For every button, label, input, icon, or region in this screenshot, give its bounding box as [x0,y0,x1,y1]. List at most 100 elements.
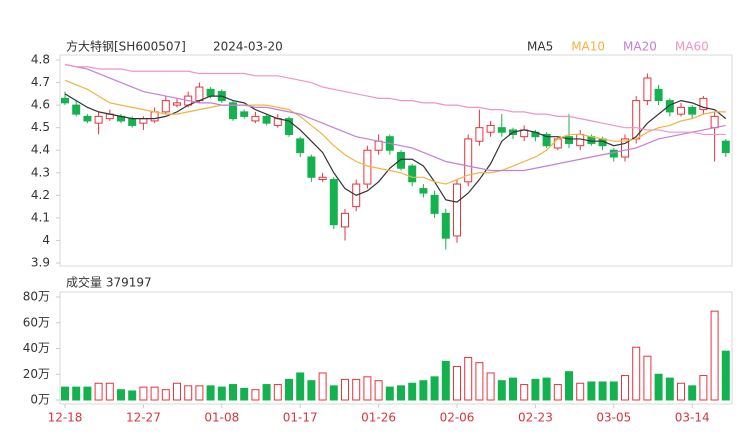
candle-body [721,140,730,153]
candle-body [307,156,316,178]
y-tick-label: 4.1 [31,210,50,224]
y-tick-label: 4.7 [31,75,50,89]
candle-body [553,138,562,149]
volume-title: 成交量 379197 [66,275,152,290]
candle-body [475,127,484,142]
candle-body [453,183,461,237]
legend-entry: MA5 [527,40,553,54]
volume-bar [240,387,249,401]
volume-bar [509,377,517,401]
candle-body [341,212,349,228]
candle-body [643,77,652,102]
volume-bar [352,378,361,401]
candle-body [621,138,629,158]
y-tick-label: 20万 [23,367,50,381]
volume-bar [206,385,215,401]
candle-body [397,151,405,169]
volume-bar [699,375,708,401]
volume-bar [587,381,596,401]
legend-entry: MA60 [675,40,709,54]
x-tick-label: 01-08 [204,411,239,425]
legend-entry: MA20 [623,40,657,54]
y-tick-label: 4 [42,233,50,247]
volume-bar [688,385,697,401]
volume-frame [59,291,733,405]
ma-line [64,63,726,136]
ma-line [64,79,726,185]
volume-bar [553,384,562,401]
volume-bar [385,386,394,401]
candle-body [195,86,204,102]
y-tick-label: 4.8 [31,53,50,67]
volume-bar [721,350,730,401]
x-tick-label: 01-26 [361,411,396,425]
candle-body [699,97,708,111]
volume-bar [229,384,237,401]
candle-body [542,133,551,147]
volume-bar [475,362,484,401]
volume-bar [363,376,372,401]
y-tick-label: 4.3 [31,165,50,179]
volume-bar [251,389,260,401]
candle-body [710,115,719,129]
y-tick-label: 80万 [23,290,50,304]
volume-bar [677,382,685,401]
candle-body [576,133,585,147]
volume-bar [497,380,506,401]
x-tick-label: 01-17 [283,411,318,425]
volume-bar [217,386,226,401]
y-tick-label: 3.9 [31,256,50,270]
volume-bar [397,385,405,401]
price-frame [59,54,733,267]
volume-bar [598,381,607,401]
candle-body [161,100,170,113]
volume-bar [486,372,495,401]
candle-body [329,179,338,226]
candle-body [72,104,81,115]
candle-body [609,149,618,158]
ma-line [64,63,726,172]
candle-body [128,118,137,126]
chart-date: 2024-03-20 [213,40,283,54]
candle-body [419,188,428,194]
x-tick-label: 02-23 [518,411,553,425]
candle-body [240,111,249,117]
candle-body [408,165,417,183]
candle-body [262,115,271,124]
volume-bar [72,386,81,401]
candle-body [688,106,697,115]
candle-body [374,140,383,151]
candle-body [229,102,237,120]
candle-body [150,111,159,122]
candle-body [441,212,450,239]
candle-body [61,97,69,104]
chart-title: 方大特钢[SH600507] [66,39,186,54]
candle-body [430,194,439,214]
volume-bar [419,380,428,401]
candle-body [497,127,506,133]
volume-bar [374,380,383,401]
volume-bar [161,389,170,401]
volume-bar [318,372,327,401]
x-tick-label: 03-14 [675,411,710,425]
x-tick-label: 12-27 [126,411,161,425]
volume-bar [83,386,92,401]
volume-bar [430,376,439,401]
volume-bar [296,372,305,401]
volume-bar [150,386,159,401]
volume-bar [453,366,461,401]
y-tick-label: 4.2 [31,188,50,202]
volume-bar [105,382,114,401]
volume-bar [665,377,674,401]
y-tick-label: 0万 [30,393,50,407]
x-tick-label: 12-18 [48,411,83,425]
volume-bar [531,378,540,401]
volume-bar [408,382,417,401]
y-tick-label: 4.4 [31,143,50,157]
candle-body [173,102,181,106]
y-tick-label: 60万 [23,315,50,329]
volume-bar [94,382,103,401]
volume-bar [565,371,573,401]
volume-bar [710,310,719,401]
volume-bar [184,385,193,401]
